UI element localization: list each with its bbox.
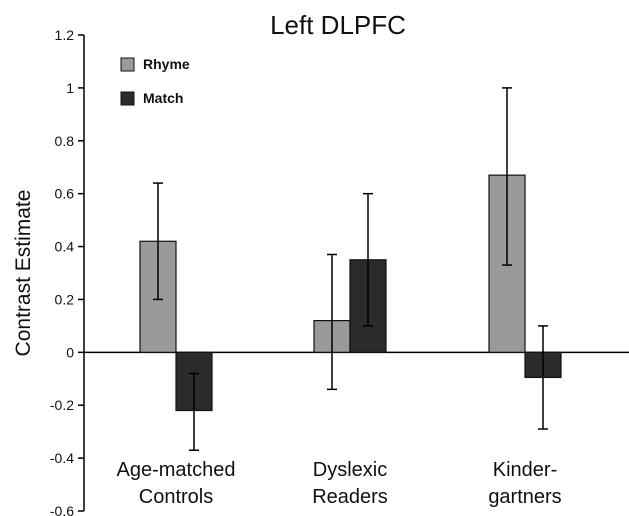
y-tick-label: 0.4 — [55, 239, 75, 255]
x-category-label: Dyslexic Readers — [312, 459, 388, 508]
y-tick-label: -0.2 — [50, 397, 74, 413]
x-category-label-line: Readers — [312, 486, 388, 508]
y-tick-label: 1 — [66, 80, 74, 96]
x-category-label: Age-matched Controls — [117, 459, 236, 508]
y-tick-label: 0.6 — [55, 186, 75, 202]
error-bars — [153, 87, 548, 451]
x-category-label-line: Dyslexic — [313, 459, 387, 481]
x-axis-labels: Age-matched Controls Dyslexic Readers Kinder… — [117, 459, 562, 508]
y-tick-label: -0.4 — [50, 450, 74, 466]
y-tick-label: 1.2 — [55, 27, 75, 43]
y-tick-label: 0.8 — [55, 133, 75, 149]
x-category-label-line: Kinder- — [493, 459, 557, 481]
legend-label-match: Match — [143, 90, 183, 106]
legend-swatch-match — [120, 91, 135, 106]
x-category-label-line: Controls — [139, 486, 213, 508]
y-tick-label: -0.6 — [50, 503, 74, 516]
legend: Rhyme Match — [120, 56, 190, 106]
legend-swatch-rhyme — [120, 57, 135, 72]
bar-series — [139, 174, 562, 412]
x-category-label-line: gartners — [488, 486, 561, 508]
y-tick-label: 0.2 — [55, 291, 75, 307]
y-axis-label: Contrast Estimate — [12, 190, 35, 357]
chart-title: Left DLPFC — [270, 10, 406, 40]
y-axis-ticks: 1.2 1 0.8 0.6 0.4 0.2 0 -0.2 -0.4 -0.6 — [50, 27, 84, 516]
legend-label-rhyme: Rhyme — [143, 56, 190, 72]
x-category-label-line: Age-matched — [117, 459, 236, 481]
y-tick-label: 0 — [66, 344, 74, 360]
x-category-label: Kinder-gartners — [488, 459, 561, 508]
